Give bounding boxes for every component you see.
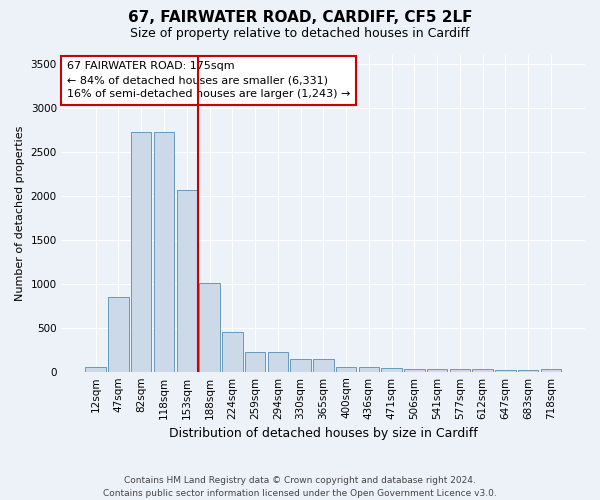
Bar bbox=[245, 352, 265, 372]
Bar bbox=[427, 369, 448, 372]
Bar bbox=[131, 132, 151, 372]
Bar bbox=[199, 283, 220, 372]
Bar bbox=[336, 368, 356, 372]
Bar bbox=[290, 360, 311, 372]
Y-axis label: Number of detached properties: Number of detached properties bbox=[15, 126, 25, 301]
Bar bbox=[313, 360, 334, 372]
Bar bbox=[449, 370, 470, 372]
Bar bbox=[108, 297, 129, 372]
Text: 67, FAIRWATER ROAD, CARDIFF, CF5 2LF: 67, FAIRWATER ROAD, CARDIFF, CF5 2LF bbox=[128, 10, 472, 25]
Bar bbox=[495, 370, 515, 372]
Bar bbox=[541, 369, 561, 372]
Bar bbox=[382, 368, 402, 372]
Bar bbox=[359, 367, 379, 372]
Text: Size of property relative to detached houses in Cardiff: Size of property relative to detached ho… bbox=[130, 28, 470, 40]
Bar bbox=[518, 370, 538, 372]
Bar bbox=[404, 368, 425, 372]
X-axis label: Distribution of detached houses by size in Cardiff: Distribution of detached houses by size … bbox=[169, 427, 478, 440]
Text: Contains HM Land Registry data © Crown copyright and database right 2024.
Contai: Contains HM Land Registry data © Crown c… bbox=[103, 476, 497, 498]
Text: 67 FAIRWATER ROAD: 175sqm
← 84% of detached houses are smaller (6,331)
16% of se: 67 FAIRWATER ROAD: 175sqm ← 84% of detac… bbox=[67, 62, 350, 100]
Bar bbox=[472, 370, 493, 372]
Bar bbox=[268, 352, 288, 372]
Bar bbox=[176, 190, 197, 372]
Bar bbox=[222, 332, 242, 372]
Bar bbox=[154, 132, 174, 372]
Bar bbox=[85, 368, 106, 372]
